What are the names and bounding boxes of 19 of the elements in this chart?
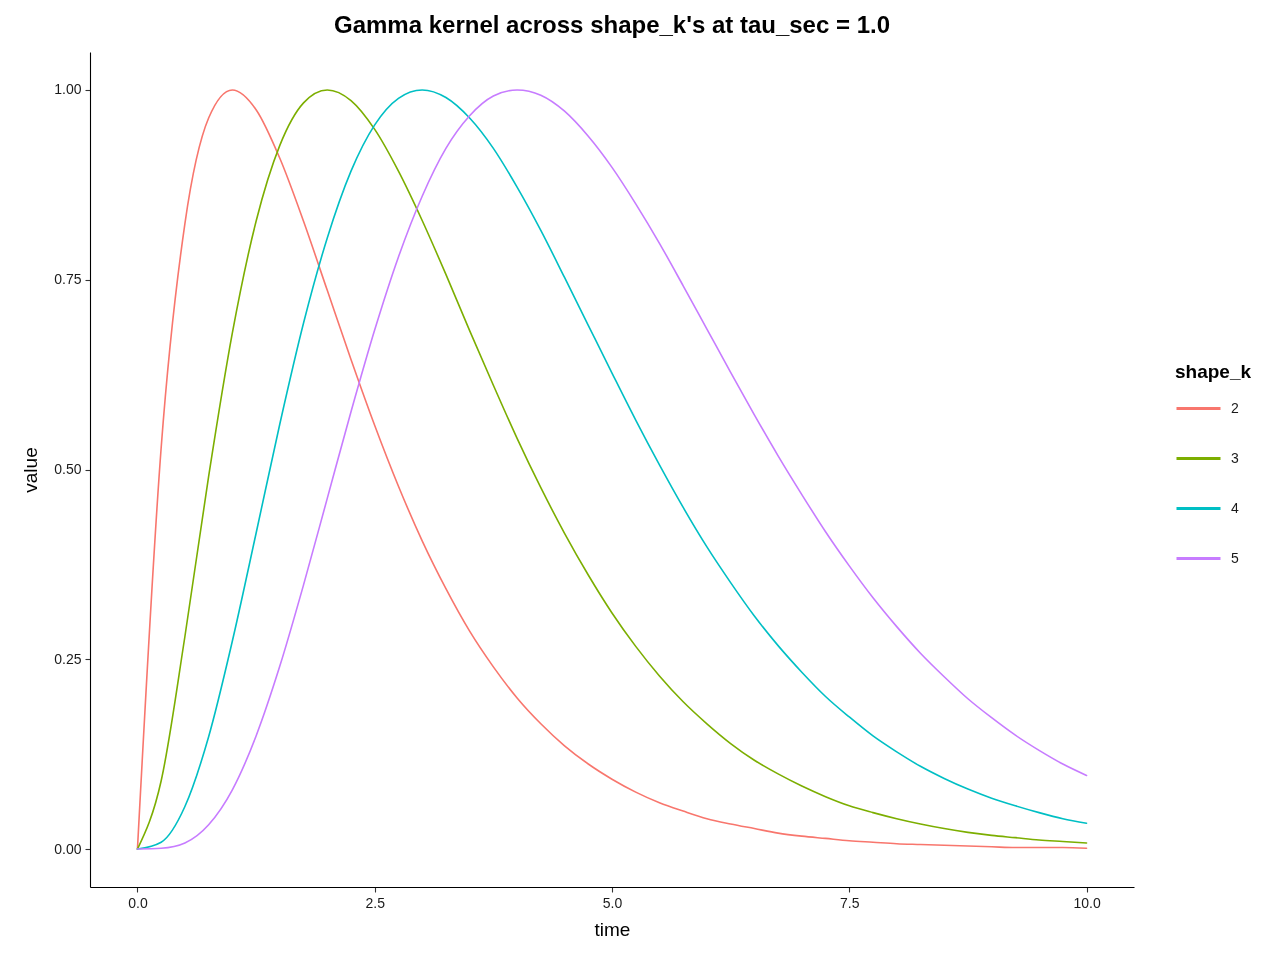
y-tick-label: 0.50 [54,461,82,477]
x-tick-label: 5.0 [602,894,623,911]
legend-label: 3 [1231,449,1239,466]
legend-label: 4 [1231,499,1239,516]
x-axis-title: time [594,918,631,940]
y-tick-label: 0.00 [54,840,82,857]
y-tick-label: 0.25 [54,650,82,667]
legend-label: 5 [1231,549,1239,566]
x-tick-label: 10.0 [1073,894,1101,911]
y-tick-label: 0.75 [54,271,82,288]
x-tick-label: 7.5 [840,894,860,911]
x-tick-label: 0.0 [128,894,148,911]
y-tick-label: 1.00 [54,81,82,98]
line-series [136,89,1088,850]
chart-title: Gamma kernel across shape_k's at tau_sec = 1.0 [333,11,891,38]
y-axis-title: value [20,447,42,493]
x-tick-label: 2.5 [365,894,386,911]
legend-title: shape_k [1175,361,1252,382]
legend-label: 2 [1231,399,1239,416]
